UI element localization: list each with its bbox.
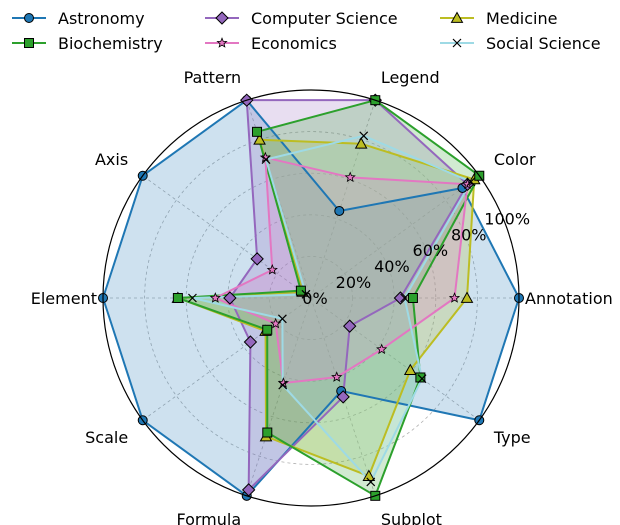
grid-spoke [142, 175, 312, 299]
category-labels: Annotation Color Legend Pattern Axis Element S… [31, 68, 613, 525]
point-social-science [466, 177, 476, 187]
point-astronomy [334, 205, 345, 216]
point-social-science [278, 380, 288, 390]
point-biochemistry [172, 293, 183, 303]
legend-item-computer-science: Computer Science [205, 9, 398, 28]
legend-item-economics: Economics [205, 34, 337, 53]
point-social-science [366, 477, 376, 487]
radial-tick-label: 0% [302, 289, 327, 308]
point-computer-science [243, 335, 258, 349]
point-biochemistry [262, 324, 273, 335]
point-social-science [301, 289, 311, 299]
point-social-science [359, 131, 369, 141]
outer-frame [102, 89, 520, 507]
category-label-annotation: Annotation [525, 289, 613, 308]
radial-tick-label: 20% [336, 273, 372, 292]
category-label-color: Color [494, 150, 536, 169]
legend-label: Astronomy [58, 9, 145, 28]
outer-circle [102, 89, 520, 507]
legend-item-social-science: Social Science [440, 34, 601, 53]
point-computer-science [250, 252, 264, 266]
legend-label: Computer Science [251, 9, 398, 28]
point-medicine [403, 363, 417, 376]
category-label-scale: Scale [85, 428, 128, 447]
grid-spoke [246, 100, 312, 299]
point-social-science [277, 314, 287, 324]
legend-marker [450, 11, 464, 23]
grid-spoke [246, 297, 312, 496]
legend-item-astronomy: Astronomy [12, 9, 145, 28]
grid-spoke [310, 100, 376, 299]
category-label-element: Element [31, 289, 97, 308]
legend: Astronomy Biochemistry Computer Science Eco… [12, 9, 601, 53]
legend-label: Biochemistry [58, 34, 163, 53]
point-social-science [261, 155, 271, 164]
point-computer-science [393, 291, 408, 305]
radial-tick-labels: 0% 20%40%60%80%100% [302, 209, 530, 308]
point-social-science [188, 293, 197, 303]
point-social-science [400, 293, 410, 303]
category-label-formula: Formula [176, 510, 241, 525]
grid-spoke [310, 175, 480, 299]
point-economics [209, 292, 221, 303]
grid-circle [268, 255, 353, 340]
point-computer-science [223, 291, 237, 305]
point-biochemistry [407, 293, 418, 303]
legend-marker [24, 38, 34, 48]
point-economics [448, 292, 461, 303]
series-fill-medicine [177, 139, 475, 477]
point-biochemistry [262, 427, 273, 438]
grid-spoke [310, 297, 480, 421]
grid-circle [144, 131, 478, 465]
point-economics [331, 371, 343, 382]
legend-label: Economics [251, 34, 337, 53]
point-computer-science [336, 390, 350, 404]
legend-marker [215, 11, 229, 25]
radial-tick-label: 60% [413, 241, 449, 260]
legend-item-medicine: Medicine [440, 9, 557, 28]
category-label-subplot: Subplot [381, 510, 442, 525]
legend-marker [216, 37, 228, 48]
point-economics [344, 171, 356, 183]
point-social-science [417, 374, 427, 384]
point-medicine [354, 137, 368, 149]
legend-marker [24, 13, 34, 23]
point-biochemistry [295, 285, 306, 296]
point-economics [266, 263, 278, 275]
point-computer-science [342, 319, 357, 333]
point-biochemistry [252, 126, 263, 137]
category-label-type: Type [493, 428, 531, 447]
point-medicine [460, 291, 474, 303]
legend-marker [452, 38, 462, 48]
category-label-axis: Axis [95, 150, 128, 169]
legend-label: Social Science [486, 34, 601, 53]
category-label-pattern: Pattern [184, 68, 242, 87]
grid-spoke [142, 297, 312, 421]
legend-item-biochemistry: Biochemistry [12, 34, 163, 53]
series-fill-astronomy [103, 100, 519, 496]
category-label-legend: Legend [381, 68, 440, 87]
point-economics [376, 343, 388, 355]
radial-tick-label: 100% [484, 209, 530, 228]
legend-label: Medicine [486, 9, 557, 28]
radial-tick-label: 40% [374, 257, 410, 276]
point-medicine [253, 133, 266, 145]
radial-tick-label: 80% [451, 225, 487, 244]
